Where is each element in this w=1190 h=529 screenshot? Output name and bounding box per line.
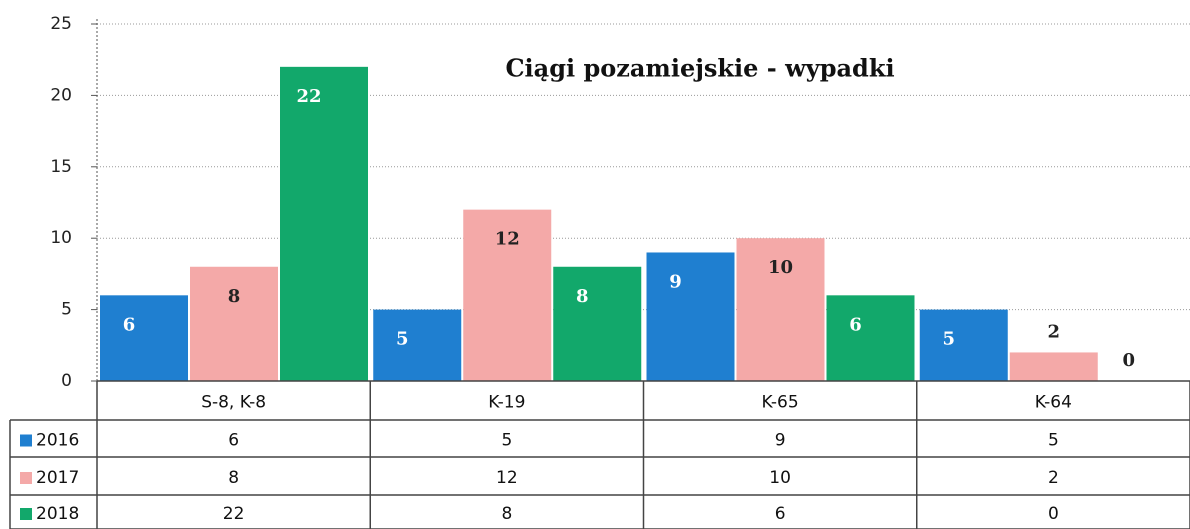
legend-swatch [20,472,32,484]
legend-label: 2018 [36,504,79,524]
data-label: 12 [495,229,520,250]
legend-swatch [20,508,32,520]
category-label: K-19 [488,393,525,413]
data-label: 10 [768,257,793,278]
bar [1009,352,1098,381]
bar [373,309,462,381]
bar [826,295,915,381]
y-tick-label: 5 [61,300,72,320]
bar [736,238,825,381]
category-label: S-8, K-8 [201,393,266,413]
bar [190,266,278,381]
legend-label: 2016 [36,431,79,451]
y-tick-label: 10 [50,228,72,248]
y-tick-label: 15 [50,157,72,177]
table-cell: 6 [228,431,239,451]
table-cell: 2 [1048,468,1059,488]
bar [646,252,735,381]
table-cell: 10 [769,468,791,488]
table-cell: 0 [1048,504,1059,524]
y-tick-label: 20 [50,85,72,105]
data-label: 6 [849,314,862,335]
chart-title: Ciągi pozamiejskie - wypadki [505,54,894,83]
table-cell: 5 [1048,431,1059,451]
data-label: 6 [123,314,136,335]
table-cell: 6 [775,504,786,524]
data-label: 22 [296,86,321,107]
bar [553,266,642,381]
bar [463,209,552,381]
table-cell: 8 [228,468,239,488]
data-label: 9 [669,271,682,292]
table-cell: 5 [501,431,512,451]
table-cell: 12 [496,468,518,488]
data-label: 2 [1047,321,1060,342]
category-label: K-64 [1035,393,1072,413]
y-tick-label: 0 [61,371,72,391]
category-label: K-65 [762,393,799,413]
y-tick-label: 25 [50,14,72,34]
data-label: 8 [228,286,241,307]
data-label: 8 [576,286,589,307]
bar [100,295,188,381]
bar [280,66,368,381]
table-cell: 22 [223,504,245,524]
table-cell: 8 [501,504,512,524]
data-label: 5 [396,329,409,350]
data-label: 5 [942,329,955,350]
legend-label: 2017 [36,468,79,488]
bar [919,309,1008,381]
data-label: 0 [1122,350,1135,371]
table-cell: 9 [775,431,786,451]
legend-swatch [20,434,32,447]
